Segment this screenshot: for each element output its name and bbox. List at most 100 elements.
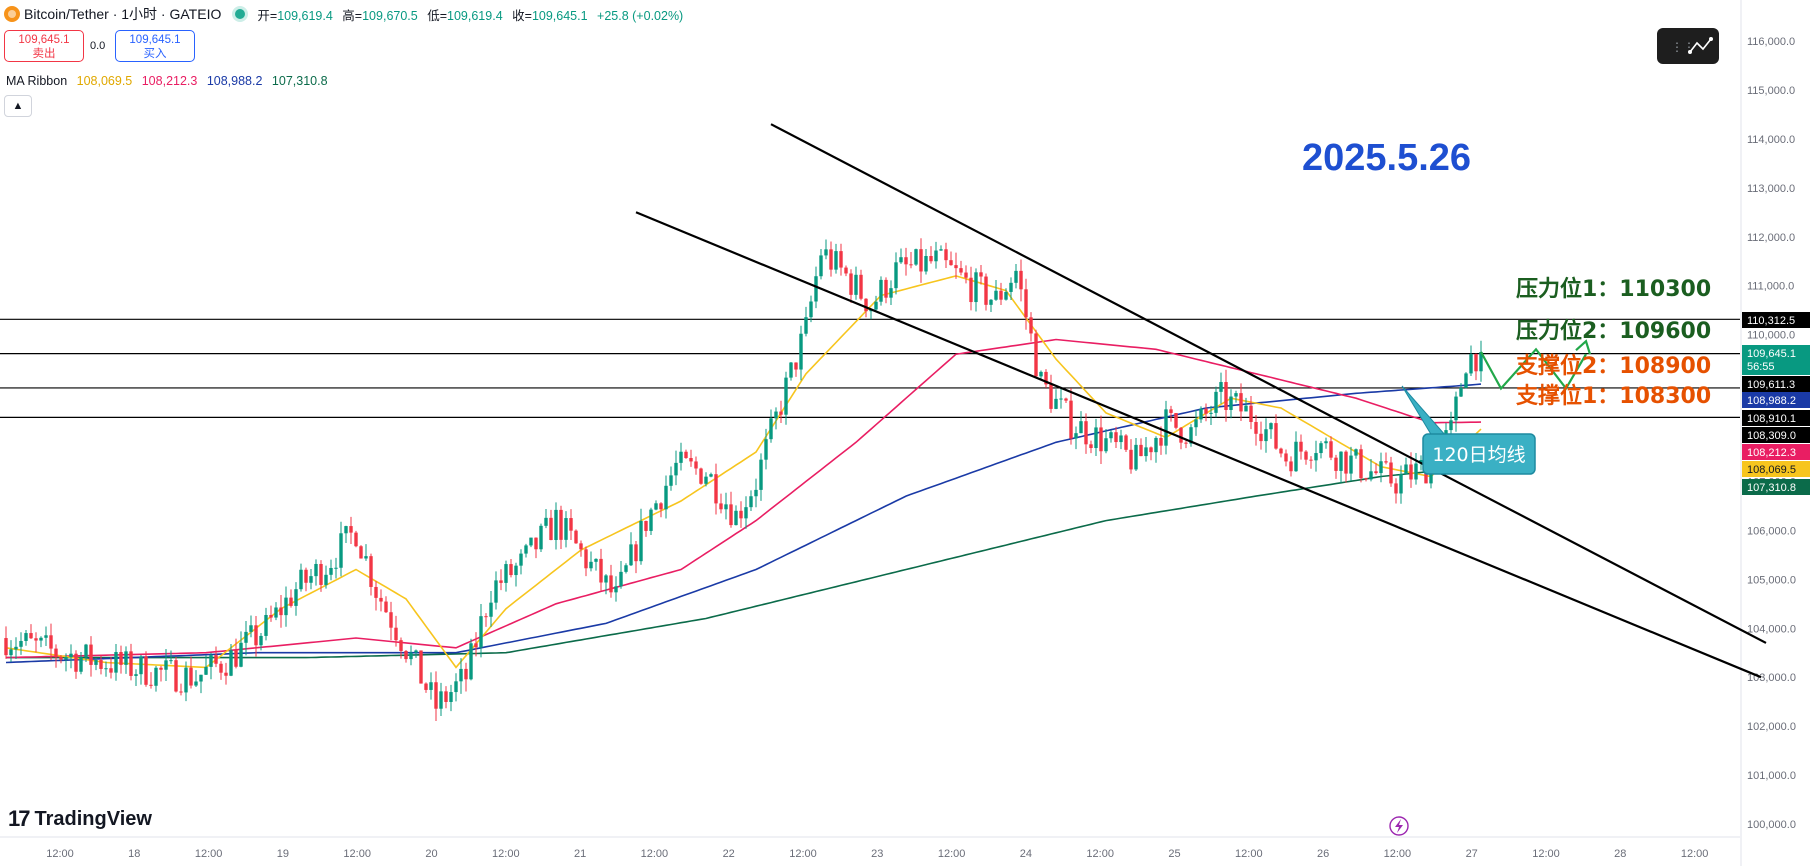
candle-body (1359, 449, 1363, 479)
candle-body (179, 691, 183, 693)
candle-body (394, 627, 398, 641)
sell-button[interactable]: 109,645.1 卖出 (4, 30, 84, 62)
time-tick-label: 18 (128, 848, 140, 860)
price-tag (1742, 427, 1810, 443)
candle-body (1034, 333, 1038, 377)
candle-body (1229, 396, 1233, 410)
candle-body (469, 643, 473, 680)
price-tag-label: 108,910.1 (1747, 413, 1796, 425)
candle-body (14, 646, 18, 650)
high-label: 高 (342, 8, 355, 23)
candle-body (734, 510, 738, 526)
candle-body (1239, 393, 1243, 412)
candle-body (1354, 449, 1358, 456)
projection-arrowhead (1575, 339, 1592, 355)
candle-body (344, 526, 348, 534)
candle-body (264, 614, 268, 636)
candle-body (84, 644, 88, 658)
price-tick-label: 112,000.0 (1747, 232, 1795, 244)
candle-body (584, 549, 588, 569)
symbol-title[interactable]: Bitcoin/Tether · 1小时 · GATEIO (24, 6, 222, 22)
candle-body (1204, 408, 1208, 414)
tradingview-logo-icon: 17 (8, 806, 31, 831)
ma-line-ma2 (5, 338, 1482, 659)
candle-body (374, 586, 378, 598)
candle-body (274, 607, 278, 618)
candle-body (494, 580, 498, 603)
candle-body (914, 249, 918, 265)
candle-body (614, 586, 618, 593)
candle-body (294, 589, 298, 606)
tradingview-logo[interactable]: 17 TradingView (8, 806, 152, 832)
candle-body (464, 668, 468, 680)
candle-body (94, 660, 98, 665)
collapse-legend-button[interactable]: ▲ (4, 95, 32, 117)
candle-body (609, 575, 613, 593)
price-tag (1742, 376, 1810, 392)
time-tick-label: 12:00 (195, 848, 223, 860)
candle-body (944, 249, 948, 261)
candle-body (1084, 421, 1088, 445)
candle-body (54, 648, 58, 658)
candle-body (1314, 453, 1318, 461)
ma-ribbon-name: MA Ribbon (6, 74, 68, 88)
ma120-callout: 120日均线 (1401, 385, 1536, 475)
candle-body (504, 564, 508, 583)
candle-body (449, 692, 453, 702)
candle-body (824, 249, 828, 256)
candle-body (249, 625, 253, 632)
candle-body (349, 526, 353, 533)
candle-body (844, 267, 848, 274)
candle-body (889, 288, 893, 298)
candle-body (1249, 405, 1253, 422)
level-label-support: 支撑位2：108900 (1516, 353, 1711, 379)
candle-body (434, 682, 438, 709)
price-tag-label: 109,611.3 (1747, 379, 1795, 391)
price-tag-label: 108,069.5 (1747, 464, 1796, 476)
candle-body (1009, 282, 1013, 292)
buy-button[interactable]: 109,645.1 买入 (115, 30, 195, 62)
lightning-icon (1389, 816, 1409, 836)
time-tick-label: 22 (723, 848, 735, 860)
candle-body (254, 625, 258, 646)
candle-body (429, 682, 433, 690)
candle-body (644, 520, 648, 531)
candle-body (1179, 427, 1183, 443)
candle-body (1144, 447, 1148, 457)
callout-text: 120日均线 (1432, 444, 1525, 466)
level-label-support: 支撑位1：108300 (1516, 383, 1711, 409)
candle-body (414, 650, 418, 653)
candle-body (709, 474, 713, 477)
ma-ribbon-legend[interactable]: MA Ribbon 108,069.5 108,212.3 108,988.2 … (6, 74, 328, 88)
candle-body (664, 485, 668, 510)
candle-body (1299, 441, 1303, 452)
drawing-toolbar-button[interactable]: ⋮⋮ (1657, 28, 1719, 64)
candle-body (234, 650, 238, 667)
candle-body (284, 597, 288, 616)
candle-body (969, 277, 973, 303)
market-status-icon (235, 9, 246, 19)
candle-body (174, 660, 178, 692)
buy-price: 109,645.1 (129, 34, 181, 46)
candle-body (109, 668, 113, 673)
candle-body (59, 657, 63, 660)
candle-body (1004, 291, 1008, 300)
candle-body (1334, 457, 1338, 471)
candle-body (1064, 398, 1068, 401)
price-axis: 116,000.0 115,000.0 114,000.0 113,000.0 112,… (1740, 0, 1796, 866)
candle-body (1099, 427, 1103, 452)
candle-body (699, 468, 703, 484)
time-tick-label: 12:00 (492, 848, 520, 860)
candle-body (1319, 443, 1323, 454)
candle-body (404, 650, 408, 660)
candle-body (1149, 447, 1153, 453)
low-label: 低 (427, 8, 440, 23)
candle-body (904, 257, 908, 265)
candle-body (1344, 451, 1348, 474)
candle-body (149, 684, 153, 686)
candle-body (79, 657, 83, 672)
candle-body (1449, 420, 1453, 431)
candle-body (974, 272, 978, 303)
candle-body (839, 251, 843, 268)
